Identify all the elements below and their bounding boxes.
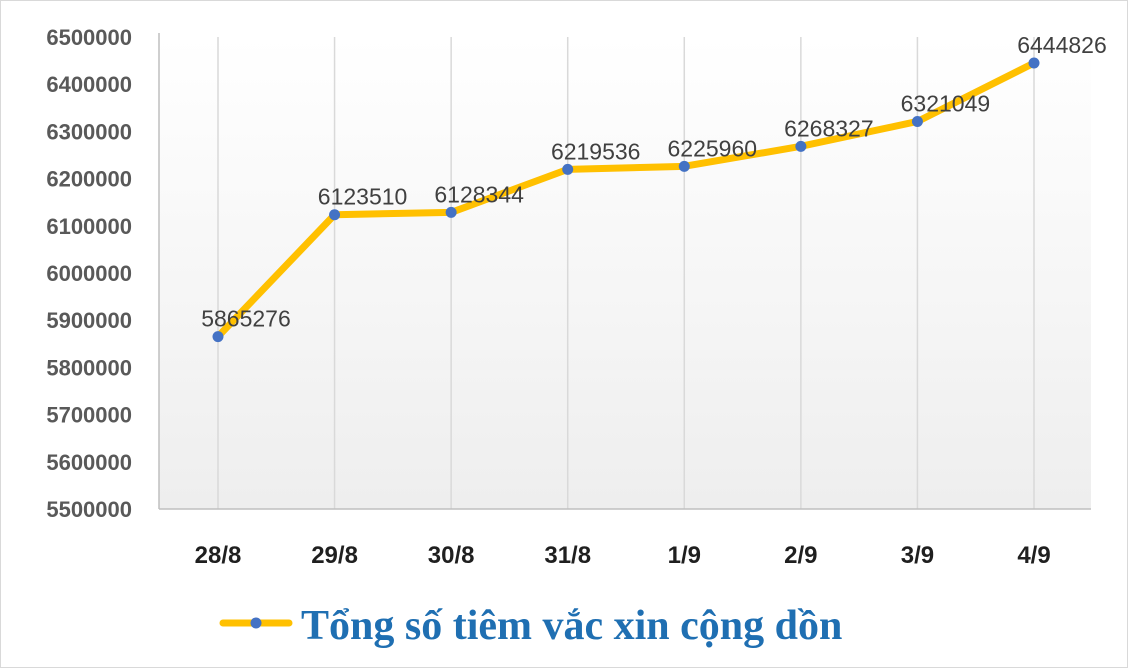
y-tick-label: 5700000 [46, 403, 132, 428]
y-tick-label: 6100000 [46, 214, 132, 239]
legend-entry-label: Tổng số tiêm vắc xin cộng dồn [301, 603, 842, 649]
data-point-marker [212, 331, 224, 343]
data-label: 6128344 [434, 181, 524, 207]
data-point-marker [329, 209, 341, 221]
axes [158, 33, 1091, 510]
legend: Tổng số tiêm vắc xin cộng dồn [219, 603, 842, 649]
y-tick-label: 5800000 [46, 355, 132, 380]
data-label: 6321049 [901, 90, 991, 116]
series-line [214, 59, 1038, 341]
data-labels: 5865276 6123510 6128344 6219536 6225960 62683… [201, 32, 1107, 332]
y-tick-label: 5900000 [46, 308, 132, 333]
data-point-marker [445, 206, 457, 218]
data-label: 6268327 [784, 115, 874, 141]
x-tick-label: 30/8 [428, 542, 475, 569]
data-label: 6444826 [1017, 32, 1107, 58]
grid-lines [217, 37, 1035, 509]
data-point-marker [562, 163, 574, 175]
x-tick-label: 29/8 [311, 542, 358, 569]
y-tick-label: 6300000 [46, 119, 132, 144]
x-tick-label: 3/9 [901, 542, 934, 569]
y-tick-label: 5500000 [46, 497, 132, 522]
y-tick-label: 6400000 [46, 72, 132, 97]
x-axis-tick-labels: 28/8 29/8 30/8 31/8 1/9 2/9 3/9 4/9 [195, 542, 1051, 569]
series-layer [212, 57, 1040, 343]
legend-marker-swatch [250, 617, 262, 629]
x-tick-label: 2/9 [784, 542, 817, 569]
data-label: 6225960 [668, 135, 758, 161]
y-tick-label: 6200000 [46, 167, 132, 192]
data-label: 5865276 [201, 306, 291, 332]
data-point-marker [911, 115, 923, 127]
data-point-marker [678, 160, 690, 172]
y-tick-label: 6000000 [46, 261, 132, 286]
data-label: 6123510 [318, 184, 408, 210]
data-label: 6219536 [551, 138, 641, 164]
data-point-marker [1028, 57, 1040, 69]
x-tick-label: 1/9 [668, 542, 701, 569]
y-tick-label: 6500000 [46, 25, 132, 50]
y-axis-tick-labels: 5500000 5600000 5700000 5800000 5900000 60000… [46, 25, 132, 522]
data-point-marker [795, 140, 807, 152]
x-tick-label: 4/9 [1017, 542, 1050, 569]
x-tick-label: 28/8 [195, 542, 242, 569]
x-tick-label: 31/8 [544, 542, 591, 569]
y-tick-label: 5600000 [46, 450, 132, 475]
